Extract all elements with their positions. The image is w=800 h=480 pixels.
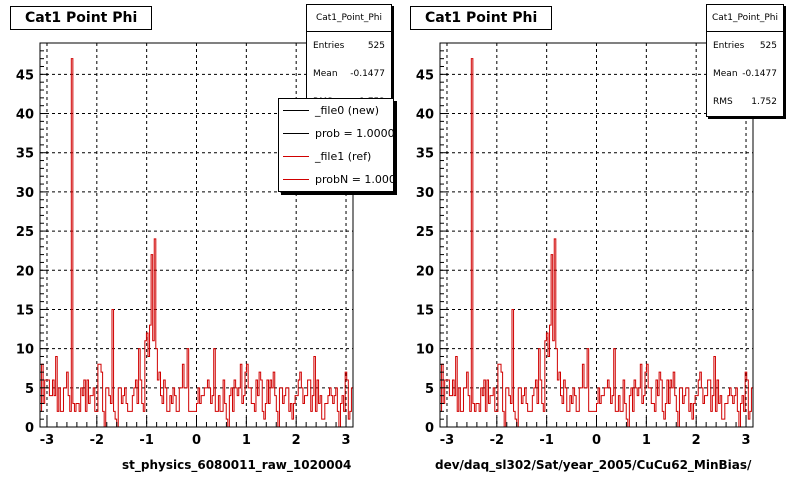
legend-label: prob = 1.000000 xyxy=(315,127,394,140)
stats-mean-label: Mean xyxy=(313,69,338,79)
histogram-panel-right: 0 5 10 15 20 25 30 35 40 45 -3 -2 -1 0 1 2 3 Cat1 Point … xyxy=(400,0,800,480)
stats-mean-value: -0.1477 xyxy=(350,69,385,79)
stats-title: Cat1_Point_Phi xyxy=(307,5,391,32)
histogram-title: Cat1 Point Phi xyxy=(10,6,153,30)
stats-entries-label: Entries xyxy=(313,41,345,51)
y-tick-label: 40 xyxy=(16,108,34,123)
histogram-panel-left: 0 5 10 15 20 25 30 35 40 45 -3 -2 -1 0 1 2 3 Cat1 Point … xyxy=(10,4,394,472)
stats-box: Cat1_Point_Phi Entries 525 Mean -0.1477 … xyxy=(706,4,784,117)
y-tick-label: 10 xyxy=(416,343,434,358)
legend-entry-file1: _file1 (ref) xyxy=(279,145,393,168)
y-tick-label: 0 xyxy=(425,421,434,436)
histogram-plot: 0 5 10 15 20 25 30 35 40 45 -3 -2 -1 0 1 2 3 xyxy=(416,42,754,448)
histogram-series-line xyxy=(439,58,754,428)
legend-line-red xyxy=(283,156,309,157)
x-tick-label: -1 xyxy=(139,433,153,448)
y-tick-label: 35 xyxy=(16,147,34,162)
y-tick-label: 35 xyxy=(416,147,434,162)
stats-rms-label: RMS xyxy=(713,97,733,107)
histogram-series-line xyxy=(39,58,354,428)
x-axis-caption: st_physics_6080011_raw_1020004 xyxy=(122,458,352,472)
y-tick-label: 5 xyxy=(25,382,34,397)
y-tick-label: 5 xyxy=(425,382,434,397)
x-tick-label: -3 xyxy=(440,433,454,448)
stats-entries-value: 525 xyxy=(367,41,385,51)
y-tick-label: 45 xyxy=(416,68,434,83)
y-tick-label: 30 xyxy=(416,186,434,201)
stats-mean: Mean -0.1477 xyxy=(307,60,391,88)
y-tick-label: 20 xyxy=(416,264,434,279)
stats-entries-label: Entries xyxy=(713,41,745,51)
x-tick-label: -1 xyxy=(539,433,553,448)
x-tick-label: 1 xyxy=(242,433,251,448)
y-tick-label: 45 xyxy=(16,68,34,83)
stats-entries-value: 525 xyxy=(759,41,777,51)
stats-mean: Mean -0.1477 xyxy=(707,60,783,88)
y-tick-label: 40 xyxy=(416,108,434,123)
legend-line-black xyxy=(283,133,309,134)
stats-entries: Entries 525 xyxy=(307,32,391,60)
y-tick-label: 30 xyxy=(16,186,34,201)
y-tick-label: 20 xyxy=(16,264,34,279)
legend-line-black xyxy=(283,110,309,111)
legend-line-red xyxy=(283,179,309,180)
stats-mean-value: -0.1477 xyxy=(742,69,777,79)
stats-rms-value: 1.752 xyxy=(751,97,777,107)
stats-entries: Entries 525 xyxy=(707,32,783,60)
stats-title: Cat1_Point_Phi xyxy=(707,5,783,32)
legend-label: _file0 (new) xyxy=(315,104,380,117)
stats-rms: RMS 1.752 xyxy=(707,88,783,116)
y-tick-label: 15 xyxy=(416,303,434,318)
legend-label: _file1 (ref) xyxy=(315,150,372,163)
legend-box: _file0 (new) prob = 1.000000 _file1 (ref… xyxy=(278,98,394,192)
x-tick-label: 3 xyxy=(741,433,750,448)
legend-label: probN = 1.000000 xyxy=(315,173,393,186)
x-tick-label: 2 xyxy=(692,433,701,448)
x-tick-label: 0 xyxy=(192,433,201,448)
x-axis-caption: dev/daq_sl302/Sat/year_2005/CuCu62_MinBi… xyxy=(435,458,752,472)
x-tick-label: -2 xyxy=(90,433,104,448)
y-tick-label: 25 xyxy=(416,225,434,240)
stats-mean-label: Mean xyxy=(713,69,738,79)
y-tick-label: 10 xyxy=(16,343,34,358)
histogram-title: Cat1 Point Phi xyxy=(410,6,553,30)
y-tick-label: 0 xyxy=(25,421,34,436)
x-tick-label: 2 xyxy=(292,433,301,448)
legend-entry-prob: prob = 1.000000 xyxy=(279,122,393,145)
legend-entry-file0: _file0 (new) xyxy=(279,99,393,122)
y-tick-label: 15 xyxy=(16,303,34,318)
legend-entry-probN: probN = 1.000000 xyxy=(279,168,393,191)
y-tick-label: 25 xyxy=(16,225,34,240)
x-tick-label: -3 xyxy=(40,433,54,448)
x-tick-label: 0 xyxy=(592,433,601,448)
x-tick-label: 3 xyxy=(341,433,350,448)
x-tick-label: 1 xyxy=(642,433,651,448)
x-tick-label: -2 xyxy=(490,433,504,448)
